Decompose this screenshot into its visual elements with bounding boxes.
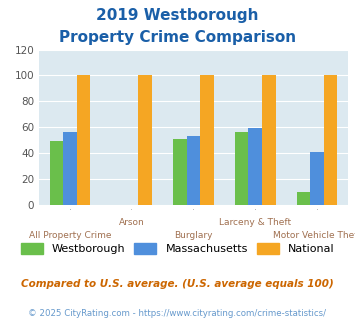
Text: 2019 Westborough: 2019 Westborough — [96, 8, 259, 23]
Bar — [187, 136, 200, 205]
Text: Arson: Arson — [119, 218, 144, 227]
Bar — [173, 139, 187, 205]
Bar — [310, 151, 324, 205]
Bar — [324, 75, 337, 205]
Bar — [138, 75, 152, 205]
Text: Larceny & Theft: Larceny & Theft — [219, 218, 291, 227]
Bar — [200, 75, 214, 205]
Bar — [248, 128, 262, 205]
Text: Compared to U.S. average. (U.S. average equals 100): Compared to U.S. average. (U.S. average … — [21, 279, 334, 289]
Text: Motor Vehicle Theft: Motor Vehicle Theft — [273, 231, 355, 240]
Bar — [262, 75, 275, 205]
Bar — [235, 132, 248, 205]
Bar — [50, 141, 63, 205]
Text: Property Crime Comparison: Property Crime Comparison — [59, 30, 296, 45]
Bar — [63, 132, 77, 205]
Text: Burglary: Burglary — [174, 231, 213, 240]
Legend: Westborough, Massachusetts, National: Westborough, Massachusetts, National — [16, 238, 339, 258]
Bar — [297, 192, 310, 205]
Text: © 2025 CityRating.com - https://www.cityrating.com/crime-statistics/: © 2025 CityRating.com - https://www.city… — [28, 309, 327, 317]
Text: All Property Crime: All Property Crime — [29, 231, 111, 240]
Bar — [77, 75, 90, 205]
